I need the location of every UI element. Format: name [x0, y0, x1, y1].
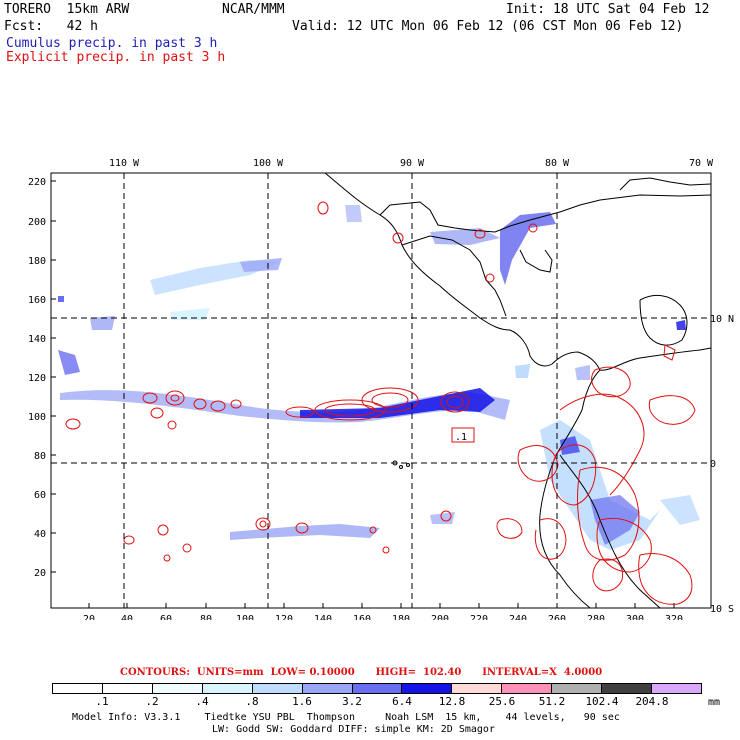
- colorbar-swatch: [502, 684, 553, 693]
- colorbar-label: .2: [145, 695, 159, 708]
- axis-ticks: [51, 180, 675, 608]
- colorbar-label: 204.8: [635, 695, 669, 708]
- x-label: 260: [548, 614, 566, 620]
- lat-label-0: 0: [710, 459, 716, 470]
- x-label: 300: [626, 614, 644, 620]
- y-label: 140: [28, 334, 46, 345]
- x-label: 60: [160, 614, 172, 620]
- lon-label-80w: 80 W: [545, 158, 570, 169]
- x-label: 140: [314, 614, 332, 620]
- colorbar-swatch: [652, 684, 701, 693]
- bottom-axis-labels: 20 40 60 80 100 120 140 160 180 200 220 …: [83, 614, 683, 620]
- colorbar-swatch: [302, 684, 353, 693]
- colorbar-swatch: [452, 684, 503, 693]
- colorbar-label: 102.4: [585, 695, 619, 708]
- colorbar-label: 51.2: [538, 695, 566, 708]
- colorbar-swatch: [552, 684, 603, 693]
- y-label: 80: [34, 451, 46, 462]
- colorbar-label: 6.4: [392, 695, 412, 708]
- contour-info: CONTOURS: UNITS=mm LOW= 0.10000 HIGH= 10…: [120, 667, 602, 678]
- colorbar-label: 1.6: [292, 695, 312, 708]
- left-axis-labels: 20 40 60 80 100 120 140 160 180 200 220: [28, 177, 46, 579]
- colorbar: [52, 683, 702, 694]
- x-label: 200: [431, 614, 449, 620]
- precipitation-map: .1 110 W 100 W 90 W 80 W 70 W 10 N 0 10 …: [28, 158, 734, 620]
- organization: NCAR/MMM: [222, 2, 285, 17]
- lat-label-10n: 10 N: [710, 314, 734, 325]
- cumulus-precip-label: Cumulus precip. in past 3 h: [6, 36, 218, 51]
- lon-label-110w: 110 W: [109, 158, 140, 169]
- colorbar-swatch: [102, 684, 153, 693]
- x-label: 100: [236, 614, 254, 620]
- inline-contour-box: [451, 427, 475, 443]
- explicit-precip-contours: [65, 201, 696, 605]
- x-label: 180: [392, 614, 410, 620]
- x-label: 240: [509, 614, 527, 620]
- colorbar-label: .8: [245, 695, 259, 708]
- x-label: 40: [121, 614, 133, 620]
- coastlines: [324, 172, 712, 609]
- units-label: UNITS=mm: [196, 667, 264, 678]
- y-label: 220: [28, 177, 46, 188]
- colorbar-swatch: [53, 684, 103, 693]
- contours-label: CONTOURS:: [120, 667, 190, 678]
- high-label: HIGH= 102.40: [375, 667, 462, 678]
- x-label: 120: [275, 614, 293, 620]
- colorbar-label: .4: [195, 695, 209, 708]
- y-label: 120: [28, 373, 46, 384]
- longitude-labels: 110 W 100 W 90 W 80 W 70 W: [109, 158, 714, 169]
- colorbar-label: .1: [95, 695, 109, 708]
- colorbar-swatch: [202, 684, 253, 693]
- y-label: 60: [34, 490, 46, 501]
- lat-label-10s: 10 S: [710, 604, 734, 615]
- y-label: 40: [34, 529, 46, 540]
- x-label: 160: [353, 614, 371, 620]
- colorbar-label: 3.2: [342, 695, 362, 708]
- colorbar-swatch: [152, 684, 203, 693]
- x-label: 80: [200, 614, 212, 620]
- explicit-precip-label: Explicit precip. in past 3 h: [6, 50, 226, 65]
- x-label: 20: [83, 614, 95, 620]
- x-label: 220: [470, 614, 488, 620]
- colorbar-swatch: [352, 684, 403, 693]
- y-label: 20: [34, 568, 46, 579]
- model-name: TORERO 15km ARW: [4, 2, 130, 17]
- y-label: 180: [28, 256, 46, 267]
- inline-contour-value: .1: [455, 432, 467, 443]
- cumulus-precip-shading: [58, 205, 700, 550]
- x-label: 320: [665, 614, 683, 620]
- valid-time: Valid: 12 UTC Mon 06 Feb 12 (06 CST Mon …: [292, 19, 684, 34]
- colorbar-swatch: [252, 684, 303, 693]
- model-info-line-2: LW: Godd SW: Goddard DIFF: simple KM: 2D…: [212, 724, 495, 735]
- model-info-line-1: Model Info: V3.3.1 Tiedtke YSU PBL Thomp…: [72, 712, 620, 723]
- colorbar-label: 25.6: [488, 695, 516, 708]
- lon-label-100w: 100 W: [253, 158, 284, 169]
- low-label: LOW= 0.10000: [270, 667, 355, 678]
- lat-lon-grid: [51, 173, 711, 608]
- lon-label-90w: 90 W: [400, 158, 425, 169]
- colorbar-label: 12.8: [438, 695, 466, 708]
- colorbar-swatch: [602, 684, 653, 693]
- y-label: 160: [28, 295, 46, 306]
- interval-label: INTERVAL=X 4.0000: [482, 667, 603, 678]
- lon-label-70w: 70 W: [689, 158, 714, 169]
- x-label: 280: [587, 614, 605, 620]
- latitude-labels: 10 N 0 10 S: [710, 314, 734, 615]
- y-label: 200: [28, 217, 46, 228]
- init-time: Init: 18 UTC Sat 04 Feb 12: [506, 2, 710, 17]
- colorbar-unit: mm: [708, 697, 721, 708]
- forecast-hour: Fcst: 42 h: [4, 19, 98, 34]
- colorbar-swatch: [402, 684, 453, 693]
- y-label: 100: [28, 412, 46, 423]
